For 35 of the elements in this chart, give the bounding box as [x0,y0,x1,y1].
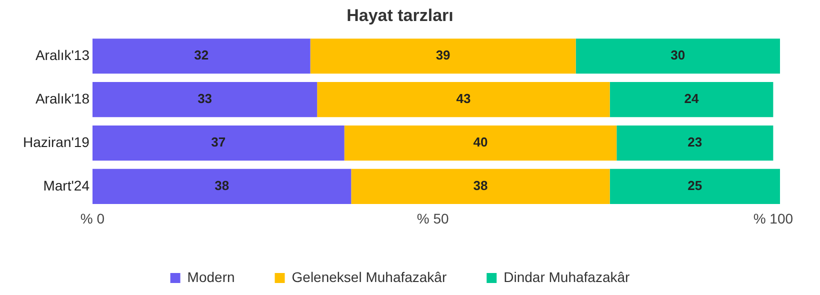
data-label: 23 [688,134,702,150]
bar [317,82,610,118]
y-tick-label: Haziran'19 [22,134,90,150]
legend-label: Geleneksel Muhafazakâr [292,268,447,285]
data-label: 38 [214,178,230,194]
data-label: 39 [436,48,450,63]
x-tick-label: % 50 [416,210,450,226]
data-label: 30 [670,48,686,63]
bar [610,168,780,204]
y-tick-label: Aralık'18 [35,90,90,106]
bar [92,168,352,204]
data-label: 37 [211,134,226,150]
bar [92,125,344,161]
x-tick-label: % 0 [80,210,105,226]
bar [92,38,310,74]
bar [310,38,576,74]
x-tick-label: % 100 [753,210,794,226]
legend-label: Dindar Muhafazakâr [504,268,630,285]
bar [576,38,780,74]
chart-title: Hayat tarzları [346,6,454,25]
y-tick-label: Aralık'13 [35,46,90,63]
y-tick-label: Mart'24 [43,177,90,194]
data-label: 25 [688,178,702,194]
data-label: 43 [456,91,471,106]
bar [351,168,610,204]
legend-label: Modern [187,268,235,285]
data-label: 38 [473,178,488,194]
data-label: 32 [194,48,209,63]
data-label: 33 [198,91,212,106]
data-label: 40 [473,134,488,150]
bar [92,82,318,118]
bar [344,125,617,161]
bar [610,82,774,118]
data-label: 24 [684,91,700,106]
bar [616,125,774,161]
